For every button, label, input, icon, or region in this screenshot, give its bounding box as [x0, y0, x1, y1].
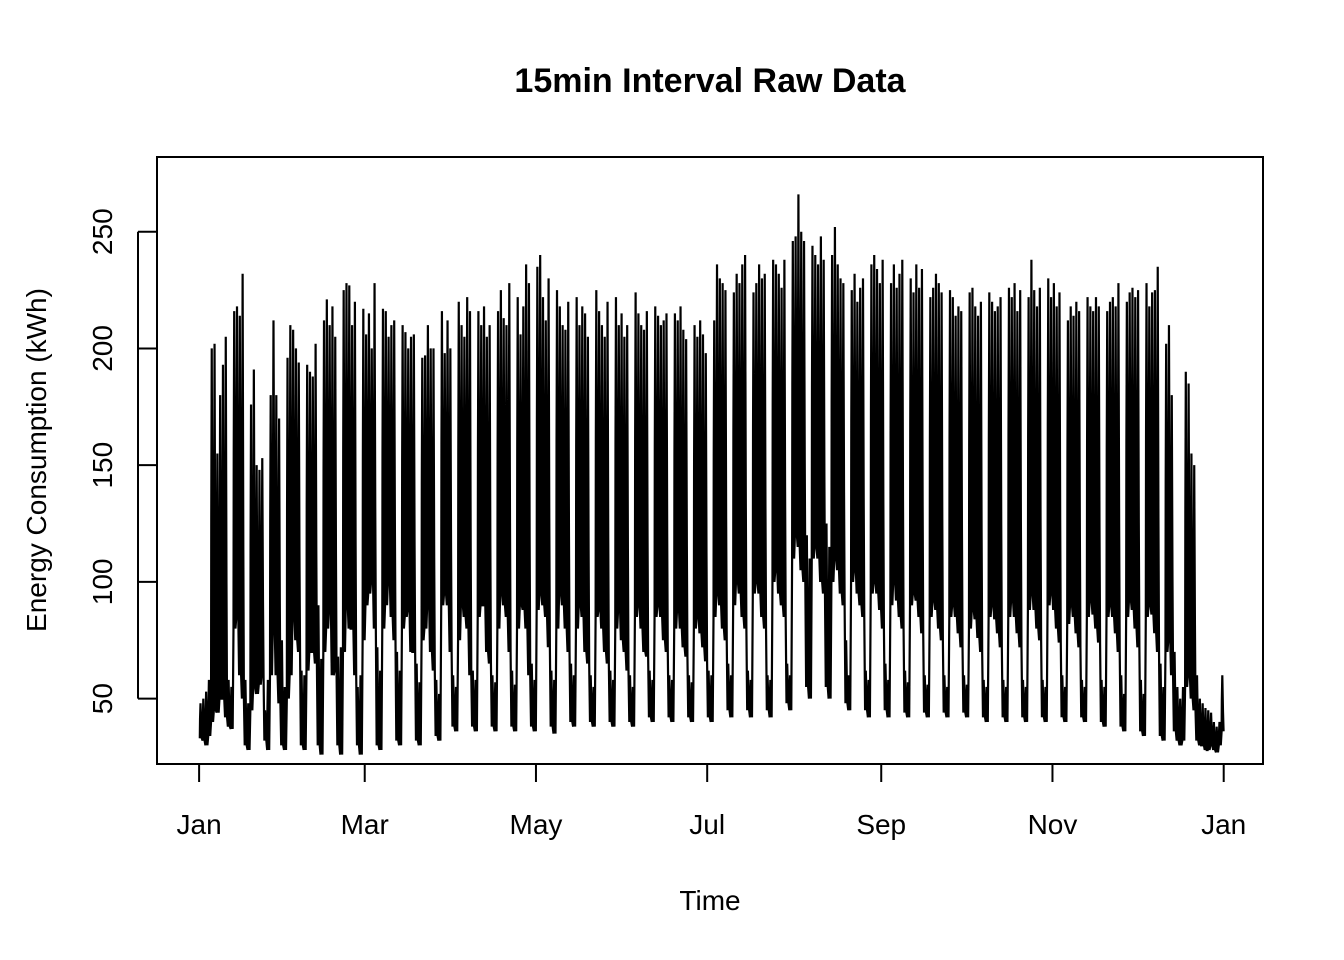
x-tick-label: Jan: [1201, 809, 1246, 840]
x-tick-label: May: [510, 809, 563, 840]
series-line: [198, 194, 1225, 755]
x-tick-label: Nov: [1028, 809, 1078, 840]
y-tick-label: 200: [87, 325, 118, 372]
x-axis: Jan Mar May Jul Sep Nov Jan: [177, 763, 1246, 840]
x-tick-label: Jan: [177, 809, 222, 840]
x-tick-label: Mar: [341, 809, 389, 840]
y-axis-label: Energy Consumption (kWh): [21, 288, 52, 632]
chart-title: 15min Interval Raw Data: [514, 62, 906, 100]
y-tick-label: 100: [87, 559, 118, 606]
x-tick-label: Sep: [856, 809, 906, 840]
y-axis: 50 100 150 200 250: [87, 208, 157, 714]
x-axis-label: Time: [679, 885, 740, 916]
y-tick-label: 150: [87, 442, 118, 489]
y-tick-label: 50: [87, 683, 118, 714]
x-tick-label: Jul: [689, 809, 725, 840]
series-layer: [198, 194, 1225, 755]
y-tick-label: 250: [87, 208, 118, 255]
